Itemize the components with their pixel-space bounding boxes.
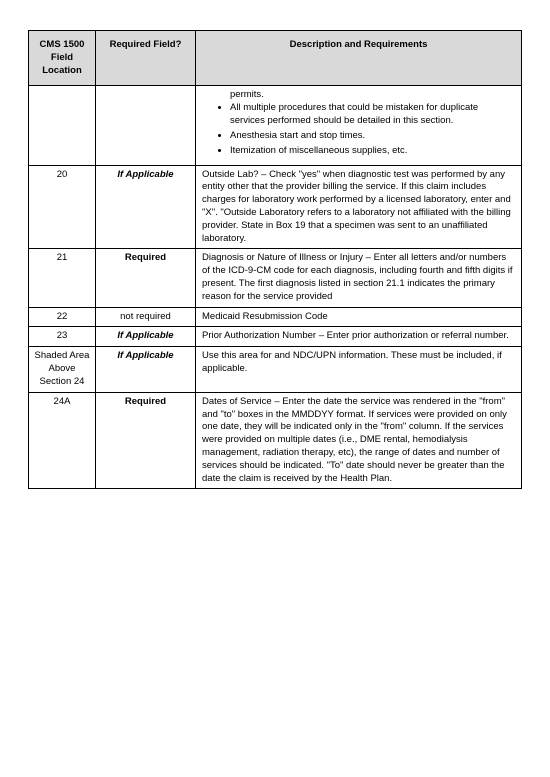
cms1500-table: CMS 1500 Field Location Required Field? … [28, 30, 522, 489]
cell-description: Dates of Service – Enter the date the se… [196, 392, 522, 489]
table-row: 23If ApplicablePrior Authorization Numbe… [29, 327, 522, 347]
table-row: 21RequiredDiagnosis or Nature of Illness… [29, 249, 522, 307]
cell-required: If Applicable [96, 347, 196, 392]
cell-description: Medicaid Resubmission Code [196, 307, 522, 327]
table-row: permits.All multiple procedures that cou… [29, 86, 522, 165]
cell-required: If Applicable [96, 327, 196, 347]
bullet-lead: permits. [202, 89, 515, 102]
bullet-item: All multiple procedures that could be mi… [230, 102, 515, 130]
cell-description: Use this area for and NDC/UPN informatio… [196, 347, 522, 392]
cell-location: 22 [29, 307, 96, 327]
table-row: 24ARequiredDates of Service – Enter the … [29, 392, 522, 489]
cell-location: 21 [29, 249, 96, 307]
cell-location: 23 [29, 327, 96, 347]
table-row: 20If ApplicableOutside Lab? – Check "yes… [29, 165, 522, 249]
cell-location: 20 [29, 165, 96, 249]
header-row: CMS 1500 Field Location Required Field? … [29, 31, 522, 86]
bullet-list: All multiple procedures that could be mi… [202, 102, 515, 159]
cell-location: 24A [29, 392, 96, 489]
table-row: 22not requiredMedicaid Resubmission Code [29, 307, 522, 327]
cell-location [29, 86, 96, 165]
cell-description: Diagnosis or Nature of Illness or Injury… [196, 249, 522, 307]
cell-required [96, 86, 196, 165]
header-description: Description and Requirements [196, 31, 522, 86]
cell-description: Prior Authorization Number – Enter prior… [196, 327, 522, 347]
table-row: Shaded Area Above Section 24If Applicabl… [29, 347, 522, 392]
header-location: CMS 1500 Field Location [29, 31, 96, 86]
cell-location: Shaded Area Above Section 24 [29, 347, 96, 392]
cell-description: Outside Lab? – Check "yes" when diagnost… [196, 165, 522, 249]
cell-required: Required [96, 392, 196, 489]
header-required: Required Field? [96, 31, 196, 86]
cell-description: permits.All multiple procedures that cou… [196, 86, 522, 165]
cell-required: If Applicable [96, 165, 196, 249]
cell-required: not required [96, 307, 196, 327]
bullet-item: Itemization of miscellaneous supplies, e… [230, 145, 515, 160]
cell-required: Required [96, 249, 196, 307]
bullet-item: Anesthesia start and stop times. [230, 130, 515, 145]
